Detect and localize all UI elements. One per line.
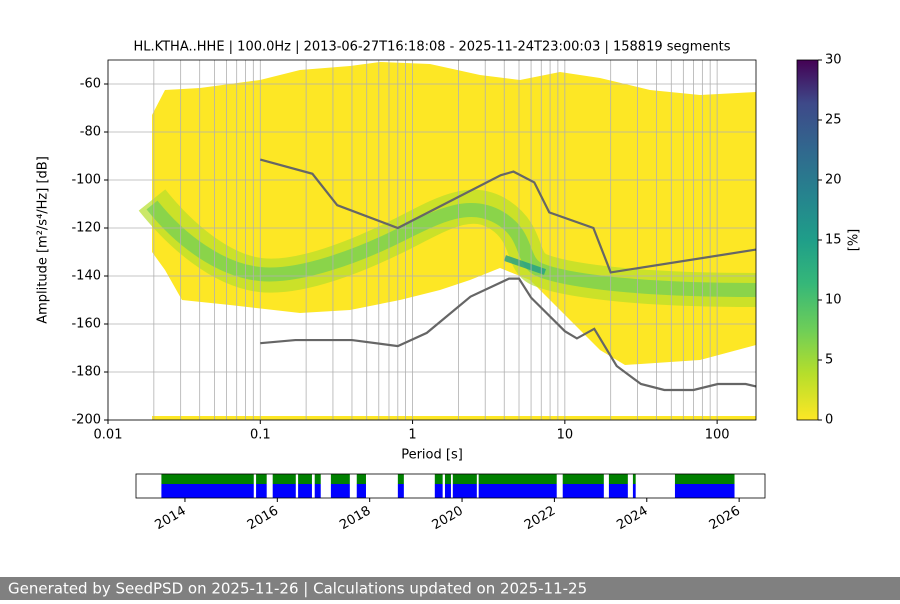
colorbar-tick-label: 0	[825, 413, 833, 428]
x-tick-label: 1	[408, 428, 416, 443]
coverage-segment	[478, 474, 557, 484]
x-tick-label: 2014	[153, 504, 189, 534]
coverage-segment	[161, 474, 254, 484]
x-tick-label: 0.01	[94, 428, 123, 443]
y-tick-label: -100	[71, 173, 101, 188]
coverage-segment	[608, 474, 628, 484]
x-tick-label: 2020	[430, 504, 466, 534]
colorbar-tick-label: 25	[825, 113, 842, 128]
coverage-segment	[674, 484, 735, 498]
y-tick-label: -200	[71, 413, 101, 428]
footer-bar	[0, 577, 900, 600]
coverage-segment	[632, 484, 636, 498]
noise-model-line	[260, 277, 757, 392]
coverage-segment	[562, 474, 604, 484]
y-tick-label: -80	[80, 125, 101, 140]
coverage-segment	[256, 474, 267, 484]
coverage-segment	[562, 484, 604, 498]
coverage-segment	[314, 484, 321, 498]
coverage-segment	[272, 484, 296, 498]
coverage-segment	[298, 484, 312, 498]
x-tick-label: 100	[705, 428, 730, 443]
coverage-segment	[161, 484, 254, 498]
coverage-segment	[632, 474, 636, 484]
coverage-segment	[434, 484, 443, 498]
colorbar-label: [%]	[847, 229, 862, 252]
y-tick-label: -180	[71, 365, 101, 380]
coverage-segment	[452, 484, 477, 498]
x-tick-label: 2024	[614, 504, 650, 534]
colorbar-tick-label: 15	[825, 233, 842, 248]
footer: Generated by SeedPSD on 2025-11-26 | Cal…	[8, 580, 587, 598]
coverage-segment	[314, 474, 321, 484]
coverage-segment	[478, 484, 557, 498]
coverage-segment	[330, 474, 350, 484]
coverage-segment	[356, 484, 366, 498]
coverage-segment	[434, 474, 443, 484]
x-tick-label: 2016	[245, 504, 281, 534]
x-tick-label: 2018	[337, 504, 373, 534]
coverage-segment	[330, 484, 350, 498]
y-tick-label: -60	[80, 77, 101, 92]
coverage-segment	[298, 474, 312, 484]
coverage-segment	[272, 474, 296, 484]
x-tick-label: 0.1	[250, 428, 271, 443]
pdf-heatmap	[138, 62, 756, 420]
y-axis-label: Amplitude [m²/s⁴/Hz] [dB]	[36, 156, 51, 324]
y-tick-label: -120	[71, 221, 101, 236]
y-tick-label: -140	[71, 269, 101, 284]
noise-model-line	[259, 158, 757, 274]
plot-frame	[107, 59, 757, 421]
coverage-segment	[444, 484, 451, 498]
coverage-segment	[608, 484, 628, 498]
timeline-frame	[135, 473, 766, 499]
colorbar-tick-label: 30	[825, 53, 842, 68]
coverage-segment	[256, 484, 267, 498]
coverage-segment	[674, 474, 735, 484]
x-tick-label: 2022	[522, 504, 558, 534]
colorbar	[796, 59, 819, 421]
coverage-segment	[397, 484, 404, 498]
coverage-segment	[444, 474, 451, 484]
colorbar-tick-label: 5	[825, 353, 833, 368]
x-tick-label: 2026	[707, 504, 743, 534]
chart-title: HL.KTHA..HHE | 100.0Hz | 2013-06-27T16:1…	[133, 40, 730, 55]
coverage-segment	[397, 474, 404, 484]
colorbar-tick-label: 20	[825, 173, 842, 188]
x-axis-label: Period [s]	[401, 448, 463, 463]
y-tick-label: -160	[71, 317, 101, 332]
x-tick-label: 10	[557, 428, 574, 443]
coverage-segment	[356, 474, 366, 484]
coverage-segment	[452, 474, 477, 484]
colorbar-tick-label: 10	[825, 293, 842, 308]
